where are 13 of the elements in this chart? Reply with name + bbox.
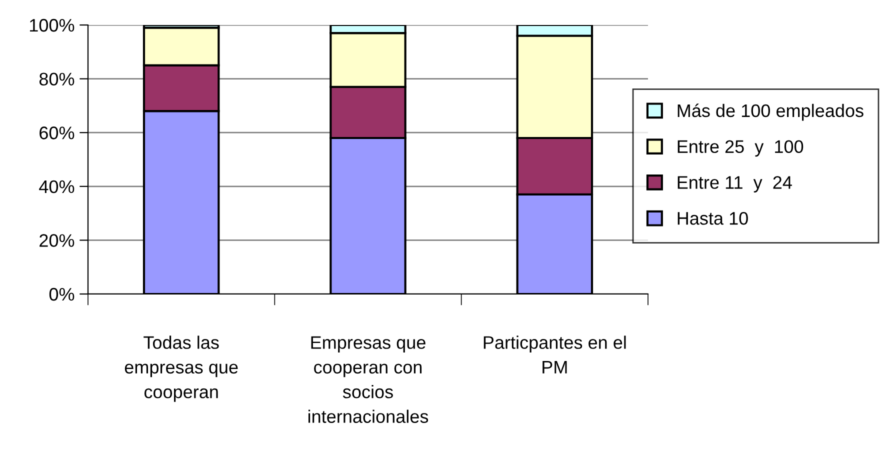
x-tick-label: Empresas que cooperan con socios internacionales bbox=[308, 336, 428, 423]
y-tick-label: 0% bbox=[49, 288, 74, 301]
legend-label: Entre 25 y 100 bbox=[678, 140, 804, 157]
legend-label: Entre 11 y 24 bbox=[678, 176, 792, 192]
y-tick-label: 80% bbox=[39, 72, 74, 86]
y-tick-label: 60% bbox=[40, 126, 74, 140]
y-tick-label: 20% bbox=[40, 234, 74, 247]
x-tick-label: Particpantes en el PM bbox=[484, 336, 626, 374]
legend-label: Hasta 10 bbox=[678, 212, 748, 225]
y-tick-label: 40% bbox=[39, 180, 74, 194]
legend-label: Más de 100 empleados bbox=[678, 104, 864, 121]
y-tick-label: 100% bbox=[30, 18, 74, 32]
x-tick-label: Todas las empresas que cooperan bbox=[124, 336, 238, 402]
